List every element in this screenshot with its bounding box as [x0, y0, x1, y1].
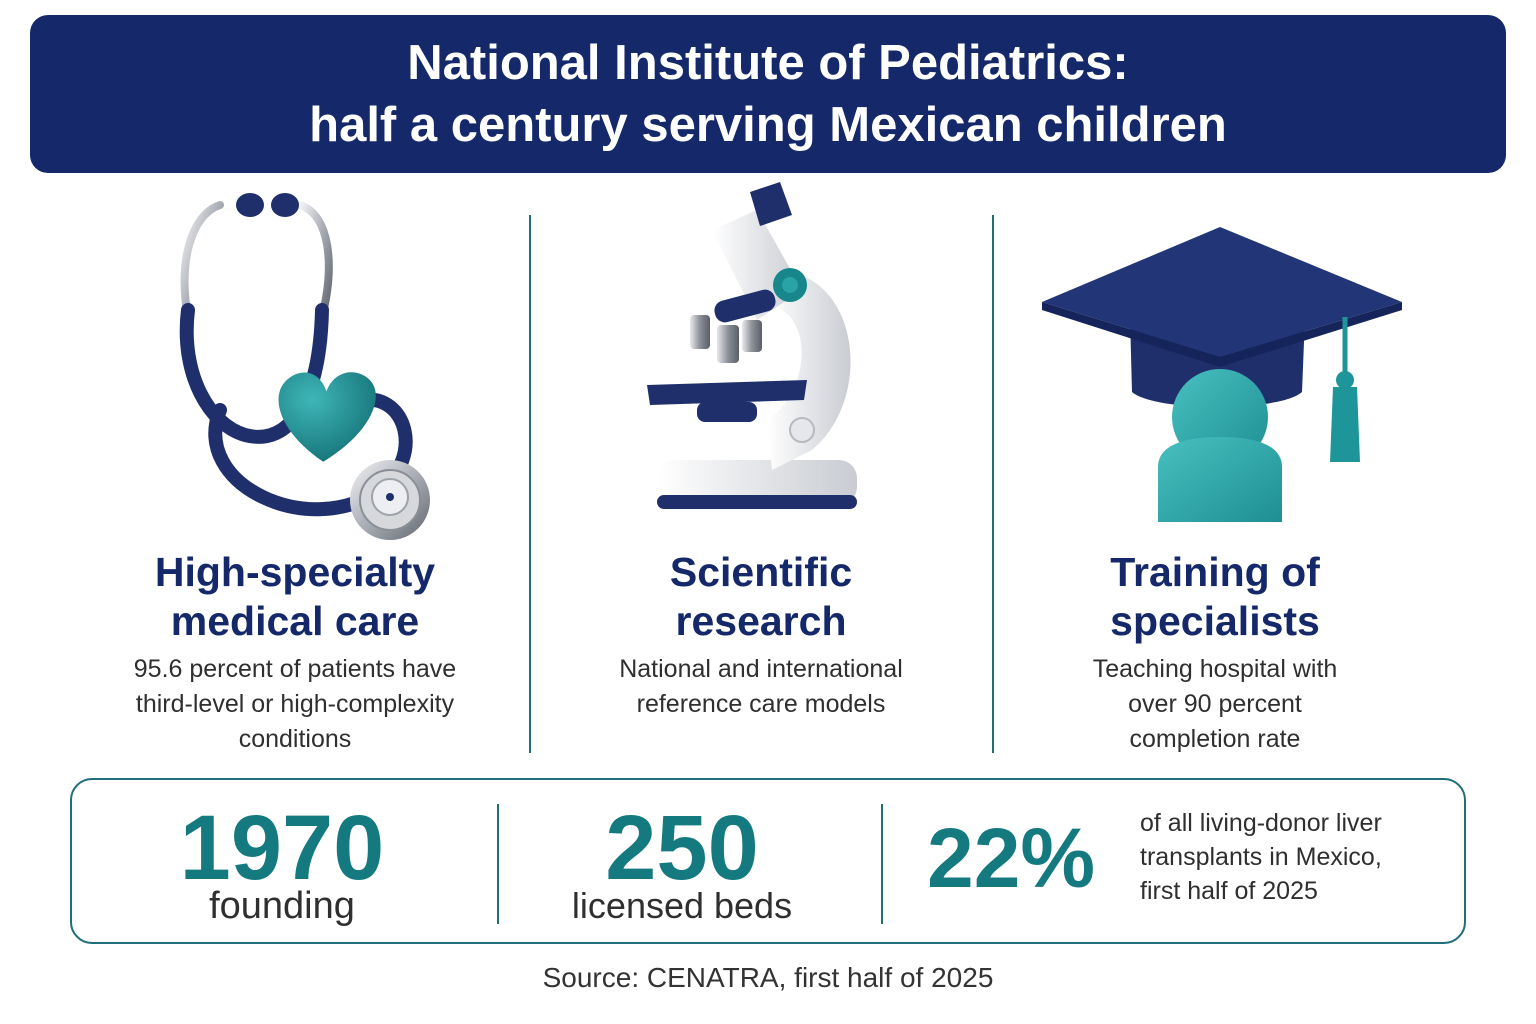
- column-title: Training of specialists: [1110, 549, 1320, 644]
- column-divider: [992, 215, 994, 753]
- stat-divider: [497, 804, 499, 924]
- title-banner: National Institute of Pediatrics: half a…: [30, 15, 1506, 173]
- microscope-icon: [632, 180, 892, 545]
- stat-transplant-percent: 22%: [927, 811, 1096, 905]
- stat-transplant-label: of all living-donor liver transplants in…: [1140, 809, 1382, 905]
- column-research: Scientific research National and interna…: [532, 0, 990, 760]
- stats-panel: 1970 founding 250 licensed beds 22% of a…: [70, 778, 1466, 944]
- title-line-2: half a century serving Mexican children: [309, 98, 1227, 152]
- column-training: Training of specialists Teaching hospita…: [995, 0, 1435, 760]
- stat-founding-year: 1970: [179, 797, 385, 899]
- source-note: Source: CENATRA, first half of 2025: [542, 962, 994, 993]
- title-line-1: National Institute of Pediatrics:: [407, 36, 1129, 90]
- stat-beds-label: licensed beds: [571, 885, 793, 926]
- column-title: Scientific research: [669, 549, 853, 644]
- column-medical-care: High-specialty medical care 95.6 percent…: [65, 0, 525, 760]
- stethoscope-heart-icon: [150, 185, 470, 550]
- stat-founding-label: founding: [209, 885, 355, 927]
- stat-divider: [881, 804, 883, 924]
- column-title: High-specialty medical care: [154, 549, 436, 644]
- column-description: National and international reference car…: [619, 655, 903, 718]
- column-description: 95.6 percent of patients have third-leve…: [133, 655, 457, 753]
- column-divider: [529, 215, 531, 753]
- stat-beds-count: 250: [605, 797, 759, 899]
- column-description: Teaching hospital with over 90 percent c…: [1092, 655, 1338, 753]
- graduation-cap-icon: [1040, 222, 1405, 537]
